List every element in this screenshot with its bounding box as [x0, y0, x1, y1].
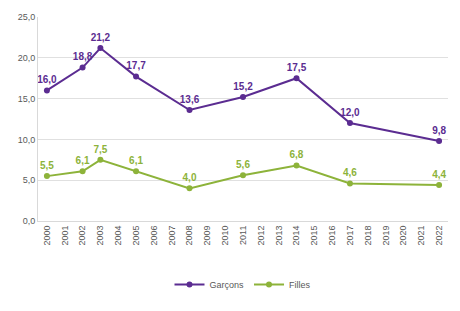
svg-text:2015: 2015 — [309, 226, 319, 246]
svg-text:2019: 2019 — [381, 226, 391, 246]
svg-text:2020: 2020 — [398, 226, 408, 246]
svg-text:9,8: 9,8 — [432, 125, 446, 136]
svg-text:2006: 2006 — [149, 226, 159, 246]
svg-text:2007: 2007 — [167, 226, 177, 246]
svg-text:13,6: 13,6 — [180, 94, 200, 105]
svg-text:Garçons: Garçons — [210, 280, 245, 290]
svg-text:4,0: 4,0 — [183, 172, 197, 183]
svg-text:2013: 2013 — [274, 226, 284, 246]
svg-text:Filles: Filles — [289, 280, 311, 290]
svg-text:5,6: 5,6 — [236, 159, 250, 170]
svg-text:6,1: 6,1 — [76, 155, 90, 166]
svg-text:6,8: 6,8 — [290, 149, 304, 160]
svg-text:7,5: 7,5 — [93, 144, 107, 155]
svg-text:16,0: 16,0 — [37, 74, 57, 85]
svg-text:2010: 2010 — [220, 226, 230, 246]
svg-text:18,8: 18,8 — [73, 51, 93, 62]
svg-text:2016: 2016 — [327, 226, 337, 246]
svg-text:25,0: 25,0 — [18, 12, 36, 22]
svg-text:2012: 2012 — [256, 226, 266, 246]
svg-text:17,7: 17,7 — [126, 60, 146, 71]
svg-text:21,2: 21,2 — [91, 32, 111, 43]
svg-text:12,0: 12,0 — [340, 107, 360, 118]
svg-text:2017: 2017 — [345, 226, 355, 246]
svg-text:0,0: 0,0 — [23, 216, 36, 226]
svg-text:10,0: 10,0 — [18, 135, 36, 145]
svg-text:2004: 2004 — [113, 226, 123, 246]
svg-text:2008: 2008 — [184, 226, 194, 246]
svg-text:2005: 2005 — [131, 226, 141, 246]
svg-text:2021: 2021 — [416, 226, 426, 246]
svg-text:20,0: 20,0 — [18, 53, 36, 63]
svg-text:2018: 2018 — [363, 226, 373, 246]
svg-text:5,0: 5,0 — [23, 175, 36, 185]
svg-text:2000: 2000 — [42, 226, 52, 246]
svg-text:17,5: 17,5 — [287, 62, 307, 73]
svg-text:6,1: 6,1 — [129, 155, 143, 166]
svg-text:2022: 2022 — [434, 226, 444, 246]
svg-text:15,0: 15,0 — [18, 94, 36, 104]
svg-text:2011: 2011 — [238, 226, 248, 245]
svg-text:5,5: 5,5 — [40, 160, 54, 171]
svg-text:2014: 2014 — [291, 226, 301, 246]
svg-text:2002: 2002 — [77, 226, 87, 246]
svg-text:2009: 2009 — [202, 226, 212, 246]
svg-text:2001: 2001 — [60, 226, 70, 246]
svg-text:4,6: 4,6 — [343, 167, 357, 178]
svg-text:2003: 2003 — [95, 226, 105, 246]
svg-text:4,4: 4,4 — [432, 169, 446, 180]
svg-text:15,2: 15,2 — [233, 81, 253, 92]
